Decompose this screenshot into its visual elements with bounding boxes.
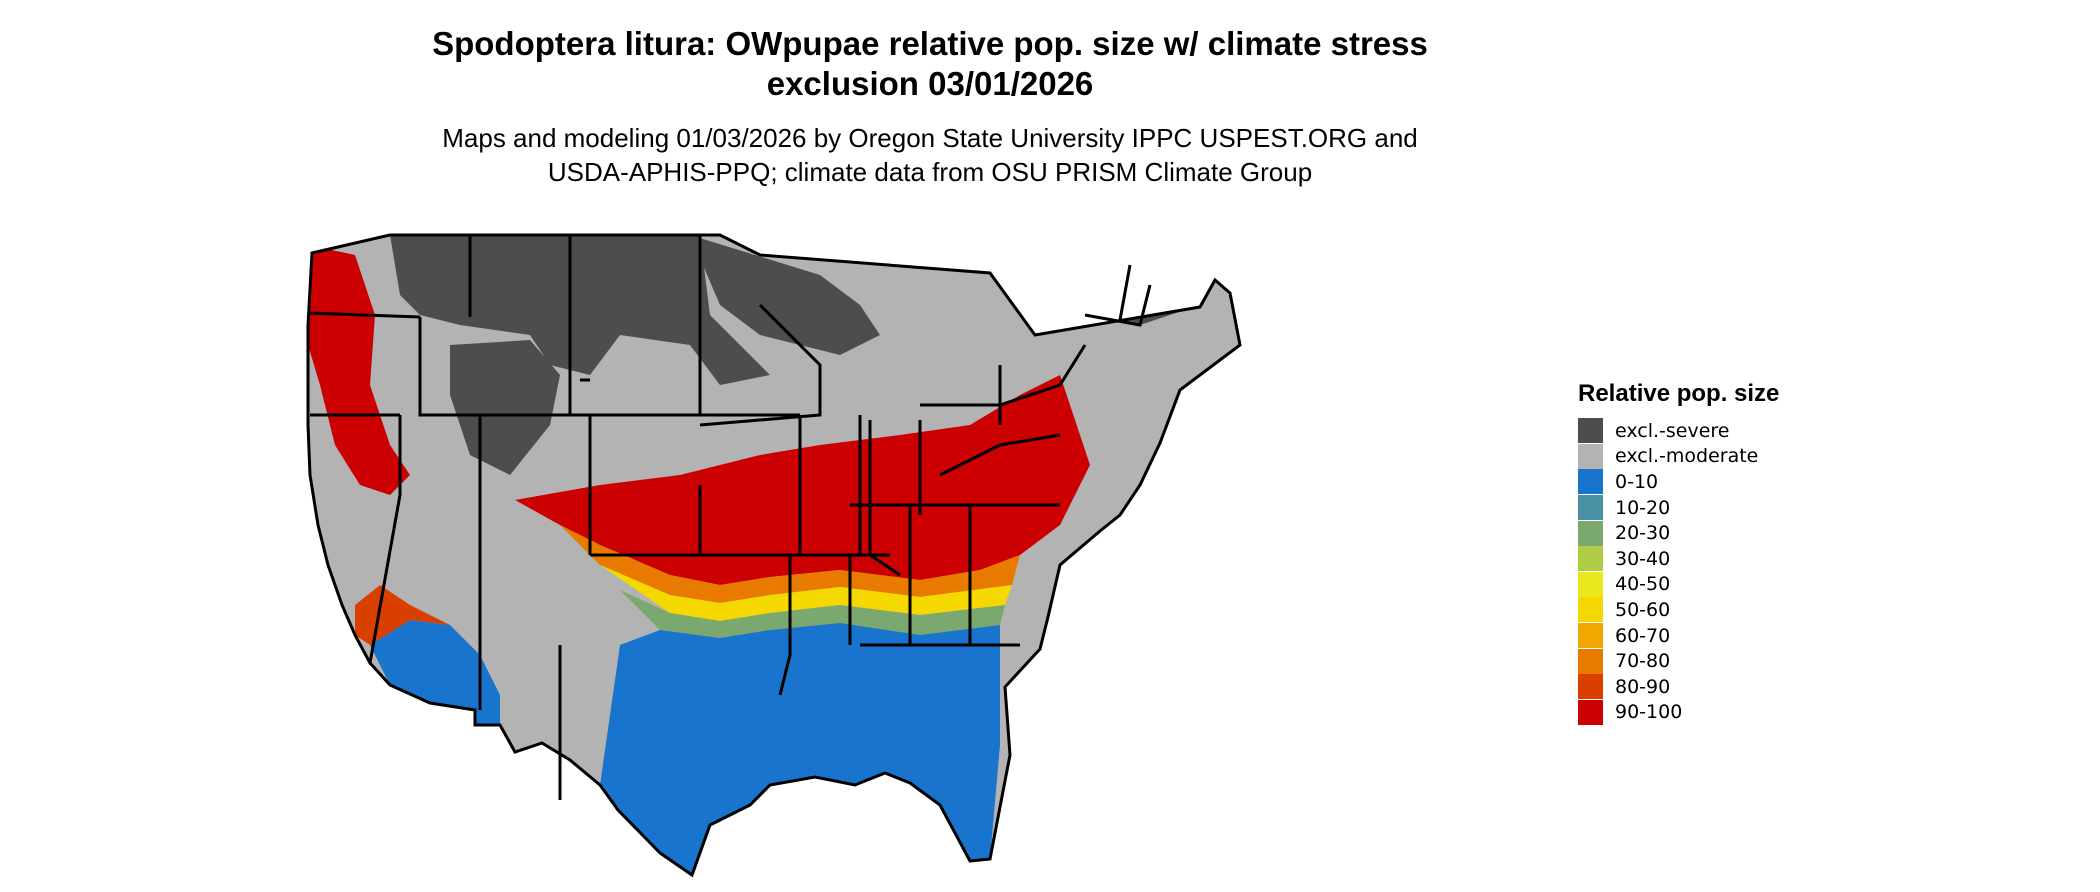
legend-label: 10-20 (1615, 496, 1671, 519)
legend-swatch (1578, 443, 1603, 469)
legend-item: 60-70 (1578, 623, 1779, 649)
legend-swatch (1578, 699, 1603, 725)
legend-item: 30-40 (1578, 546, 1779, 572)
legend-label: 50-60 (1615, 598, 1671, 621)
value-0-10-southwest (370, 620, 500, 725)
legend-item: 10-20 (1578, 495, 1779, 521)
title-line-2: exclusion 03/01/2026 (766, 65, 1094, 102)
legend-label: 30-40 (1615, 547, 1671, 570)
legend-label: 70-80 (1615, 650, 1671, 673)
excl-severe-lakes (690, 235, 880, 355)
value-60-80-band (560, 525, 1020, 603)
legend-item: 40-50 (1578, 571, 1779, 598)
legend-label: 0-10 (1615, 470, 1659, 493)
legend-label: 80-90 (1615, 675, 1671, 698)
legend-label: 60-70 (1615, 624, 1671, 647)
legend-label: excl.-severe (1615, 419, 1730, 442)
legend-item: 90-100 (1578, 699, 1779, 726)
legend-item: excl.-moderate (1578, 443, 1779, 470)
legend-item: 80-90 (1578, 674, 1779, 700)
legend-label: 20-30 (1615, 522, 1671, 545)
subtitle-line-2: USDA-APHIS-PPQ; climate data from OSU PR… (547, 157, 1313, 187)
value-90-100-south (515, 375, 1090, 585)
legend-items: excl.-severe excl.-moderate 0-10 10-20 20-30… (1578, 418, 1779, 725)
legend-item: 70-80 (1578, 648, 1779, 674)
state-boundaries (306, 233, 1242, 878)
legend-item: excl.-severe (1578, 418, 1779, 444)
legend-label: 90-100 (1615, 701, 1683, 724)
value-0-10-gulf (600, 623, 1000, 875)
legend-label: 40-50 (1615, 573, 1671, 596)
map-subtitle: Maps and modeling 01/03/2026 by Oregon S… (350, 121, 1510, 189)
legend-swatch (1578, 546, 1603, 572)
legend-swatch (1578, 571, 1603, 597)
value-60-90-southwest (355, 585, 450, 645)
legend-swatch (1578, 597, 1603, 623)
legend-title: Relative pop. size (1578, 380, 1780, 407)
legend-item: 0-10 (1578, 469, 1779, 495)
legend-swatch (1578, 648, 1603, 674)
excl-severe-north (390, 235, 770, 385)
legend-item: 20-30 (1578, 520, 1779, 546)
legend-swatch (1578, 495, 1603, 521)
map-title: Spodoptera litura: OWpupae relative pop.… (350, 24, 1510, 104)
legend-swatch (1578, 623, 1603, 649)
legend-swatch (1578, 469, 1603, 495)
value-90-100-west-coast (308, 245, 410, 495)
legend-swatch (1578, 520, 1603, 546)
legend: Relative pop. size excl.-severe excl.-mod… (1578, 380, 1779, 725)
subtitle-line-1: Maps and modeling 01/03/2026 by Oregon S… (442, 123, 1418, 153)
us-map (306, 233, 1242, 878)
legend-item: 50-60 (1578, 597, 1779, 623)
legend-swatch (1578, 674, 1603, 700)
excl-severe-rockies (450, 340, 560, 475)
legend-swatch (1578, 418, 1603, 444)
title-line-1: Spodoptera litura: OWpupae relative pop.… (432, 25, 1428, 62)
legend-label: excl.-moderate (1615, 445, 1759, 468)
